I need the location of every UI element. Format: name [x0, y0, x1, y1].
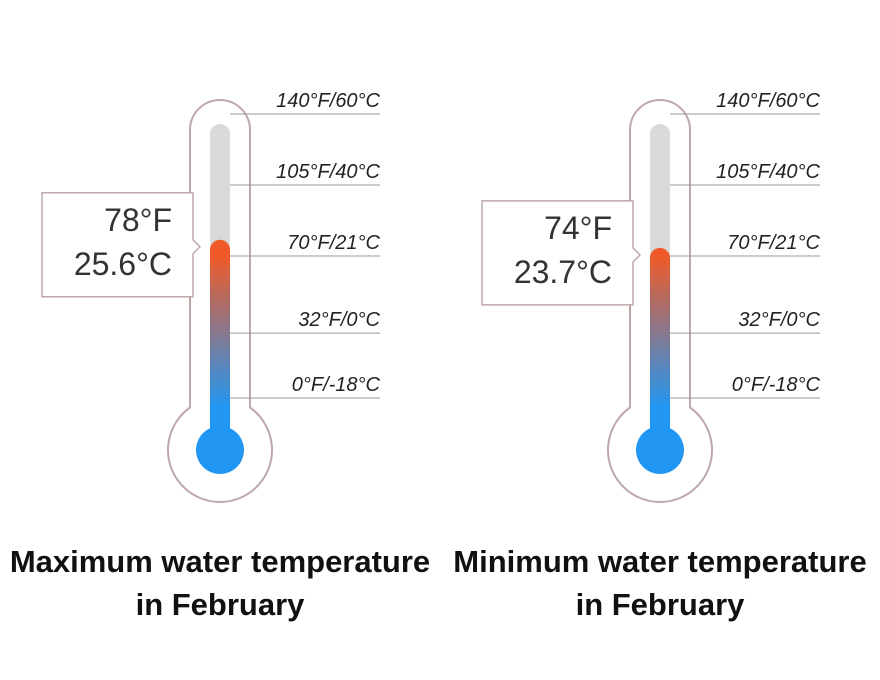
chart-title: Minimum water temperature in February — [453, 544, 867, 622]
thermometer-fill — [210, 239, 230, 440]
tick-label: 140°F/60°C — [716, 90, 820, 112]
value-label: 74°F — [544, 210, 612, 246]
tick-label: 32°F/0°C — [738, 309, 820, 331]
value-label: 78°F — [104, 202, 172, 238]
thermometer-bulb — [636, 426, 684, 474]
tick-label: 140°F/60°C — [276, 90, 380, 112]
value-callout — [41, 192, 202, 298]
chart-title: Maximum water temperature in February — [9, 544, 431, 622]
tick-label: 70°F/21°C — [727, 232, 820, 254]
tick-label: 0°F/-18°C — [732, 374, 821, 396]
value-label-celsius: 23.7°C — [514, 254, 612, 290]
tick-label: 105°F/40°C — [276, 161, 380, 183]
tick-label: 105°F/40°C — [716, 161, 820, 183]
value-callout — [481, 200, 642, 306]
thermometer-bulb — [196, 426, 244, 474]
value-label-celsius: 25.6°C — [74, 246, 172, 282]
thermometer-fill — [650, 247, 670, 440]
tick-label: 32°F/0°C — [298, 309, 380, 331]
tick-label: 0°F/-18°C — [292, 374, 381, 396]
tick-label: 70°F/21°C — [287, 232, 380, 254]
